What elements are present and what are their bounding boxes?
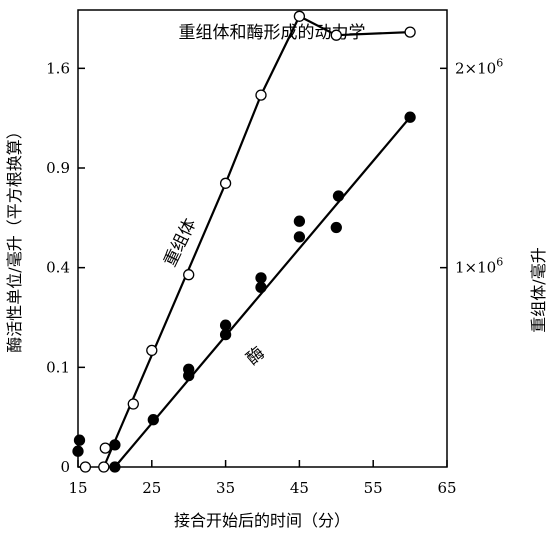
x-axis-title: 接合开始后的时间（分）	[174, 511, 350, 530]
y-left-tick-label: 0	[60, 458, 70, 476]
filled-circle-point	[255, 272, 267, 284]
open-circle-point	[293, 10, 306, 22]
filled-circle-point	[109, 461, 121, 473]
y-left-tick-label: 0.1	[46, 358, 70, 376]
filled-circle-point	[72, 445, 84, 457]
x-tick-label: 65	[437, 479, 456, 497]
open-circle-point	[183, 269, 195, 281]
filled-circle-point	[219, 319, 232, 331]
chart-title: 重组体和酶形成的动力学	[179, 23, 366, 43]
filled-circle-point	[293, 231, 306, 243]
x-tick-label: 25	[142, 479, 161, 497]
y-right-tick-label: 2×106	[455, 56, 503, 77]
open-circle-point	[98, 461, 110, 473]
open-circle-point	[330, 29, 342, 41]
open-circle-point	[404, 26, 416, 38]
filled-circle-point	[109, 439, 121, 451]
open-circle-point	[127, 398, 139, 410]
x-axis-ticks: 15 25 35 45 55 65	[68, 460, 457, 497]
y-left-tick-label: 0.9	[46, 159, 70, 177]
y-axis-left-ticks: 0 0.1 0.4 0.9 1.6	[46, 59, 85, 476]
x-tick-label: 35	[216, 479, 235, 497]
open-circle-point	[79, 461, 92, 473]
y-axis-right-ticks: 1×106 2×106	[440, 56, 503, 277]
annotation-enzyme: 酶	[243, 343, 269, 369]
filled-circle-point	[293, 215, 306, 227]
y-right-tick-label: 1×106	[455, 256, 503, 277]
filled-circle-point	[255, 281, 267, 294]
open-circle-point	[255, 89, 267, 101]
series-lines	[102, 14, 411, 468]
filled-circle-point	[183, 363, 195, 375]
filled-circle-point	[73, 434, 86, 446]
x-tick-label: 45	[290, 479, 309, 497]
y-axis-left-title: 酶活性单位/毫升（平方根换算）	[5, 123, 24, 352]
filled-circle-point	[147, 414, 159, 426]
open-circle-point	[146, 344, 158, 357]
open-circle-point	[99, 442, 111, 454]
filled-circle-point	[404, 111, 416, 123]
x-tick-label: 15	[68, 479, 87, 497]
open-circle-point	[219, 177, 232, 189]
annotation-recombinant: 重组体	[160, 216, 200, 271]
filled-circle-point	[330, 221, 342, 234]
plot-frame	[77, 9, 448, 468]
filled-circle-point	[332, 190, 345, 202]
filled-circle-point	[219, 328, 232, 341]
series-points	[72, 10, 416, 473]
y-left-tick-label: 0.4	[46, 259, 70, 277]
y-left-tick-label: 1.6	[46, 59, 70, 77]
x-tick-label: 55	[364, 479, 383, 497]
series-line-0	[102, 14, 411, 468]
y-axis-right-title: 重组体/毫升	[529, 247, 548, 332]
